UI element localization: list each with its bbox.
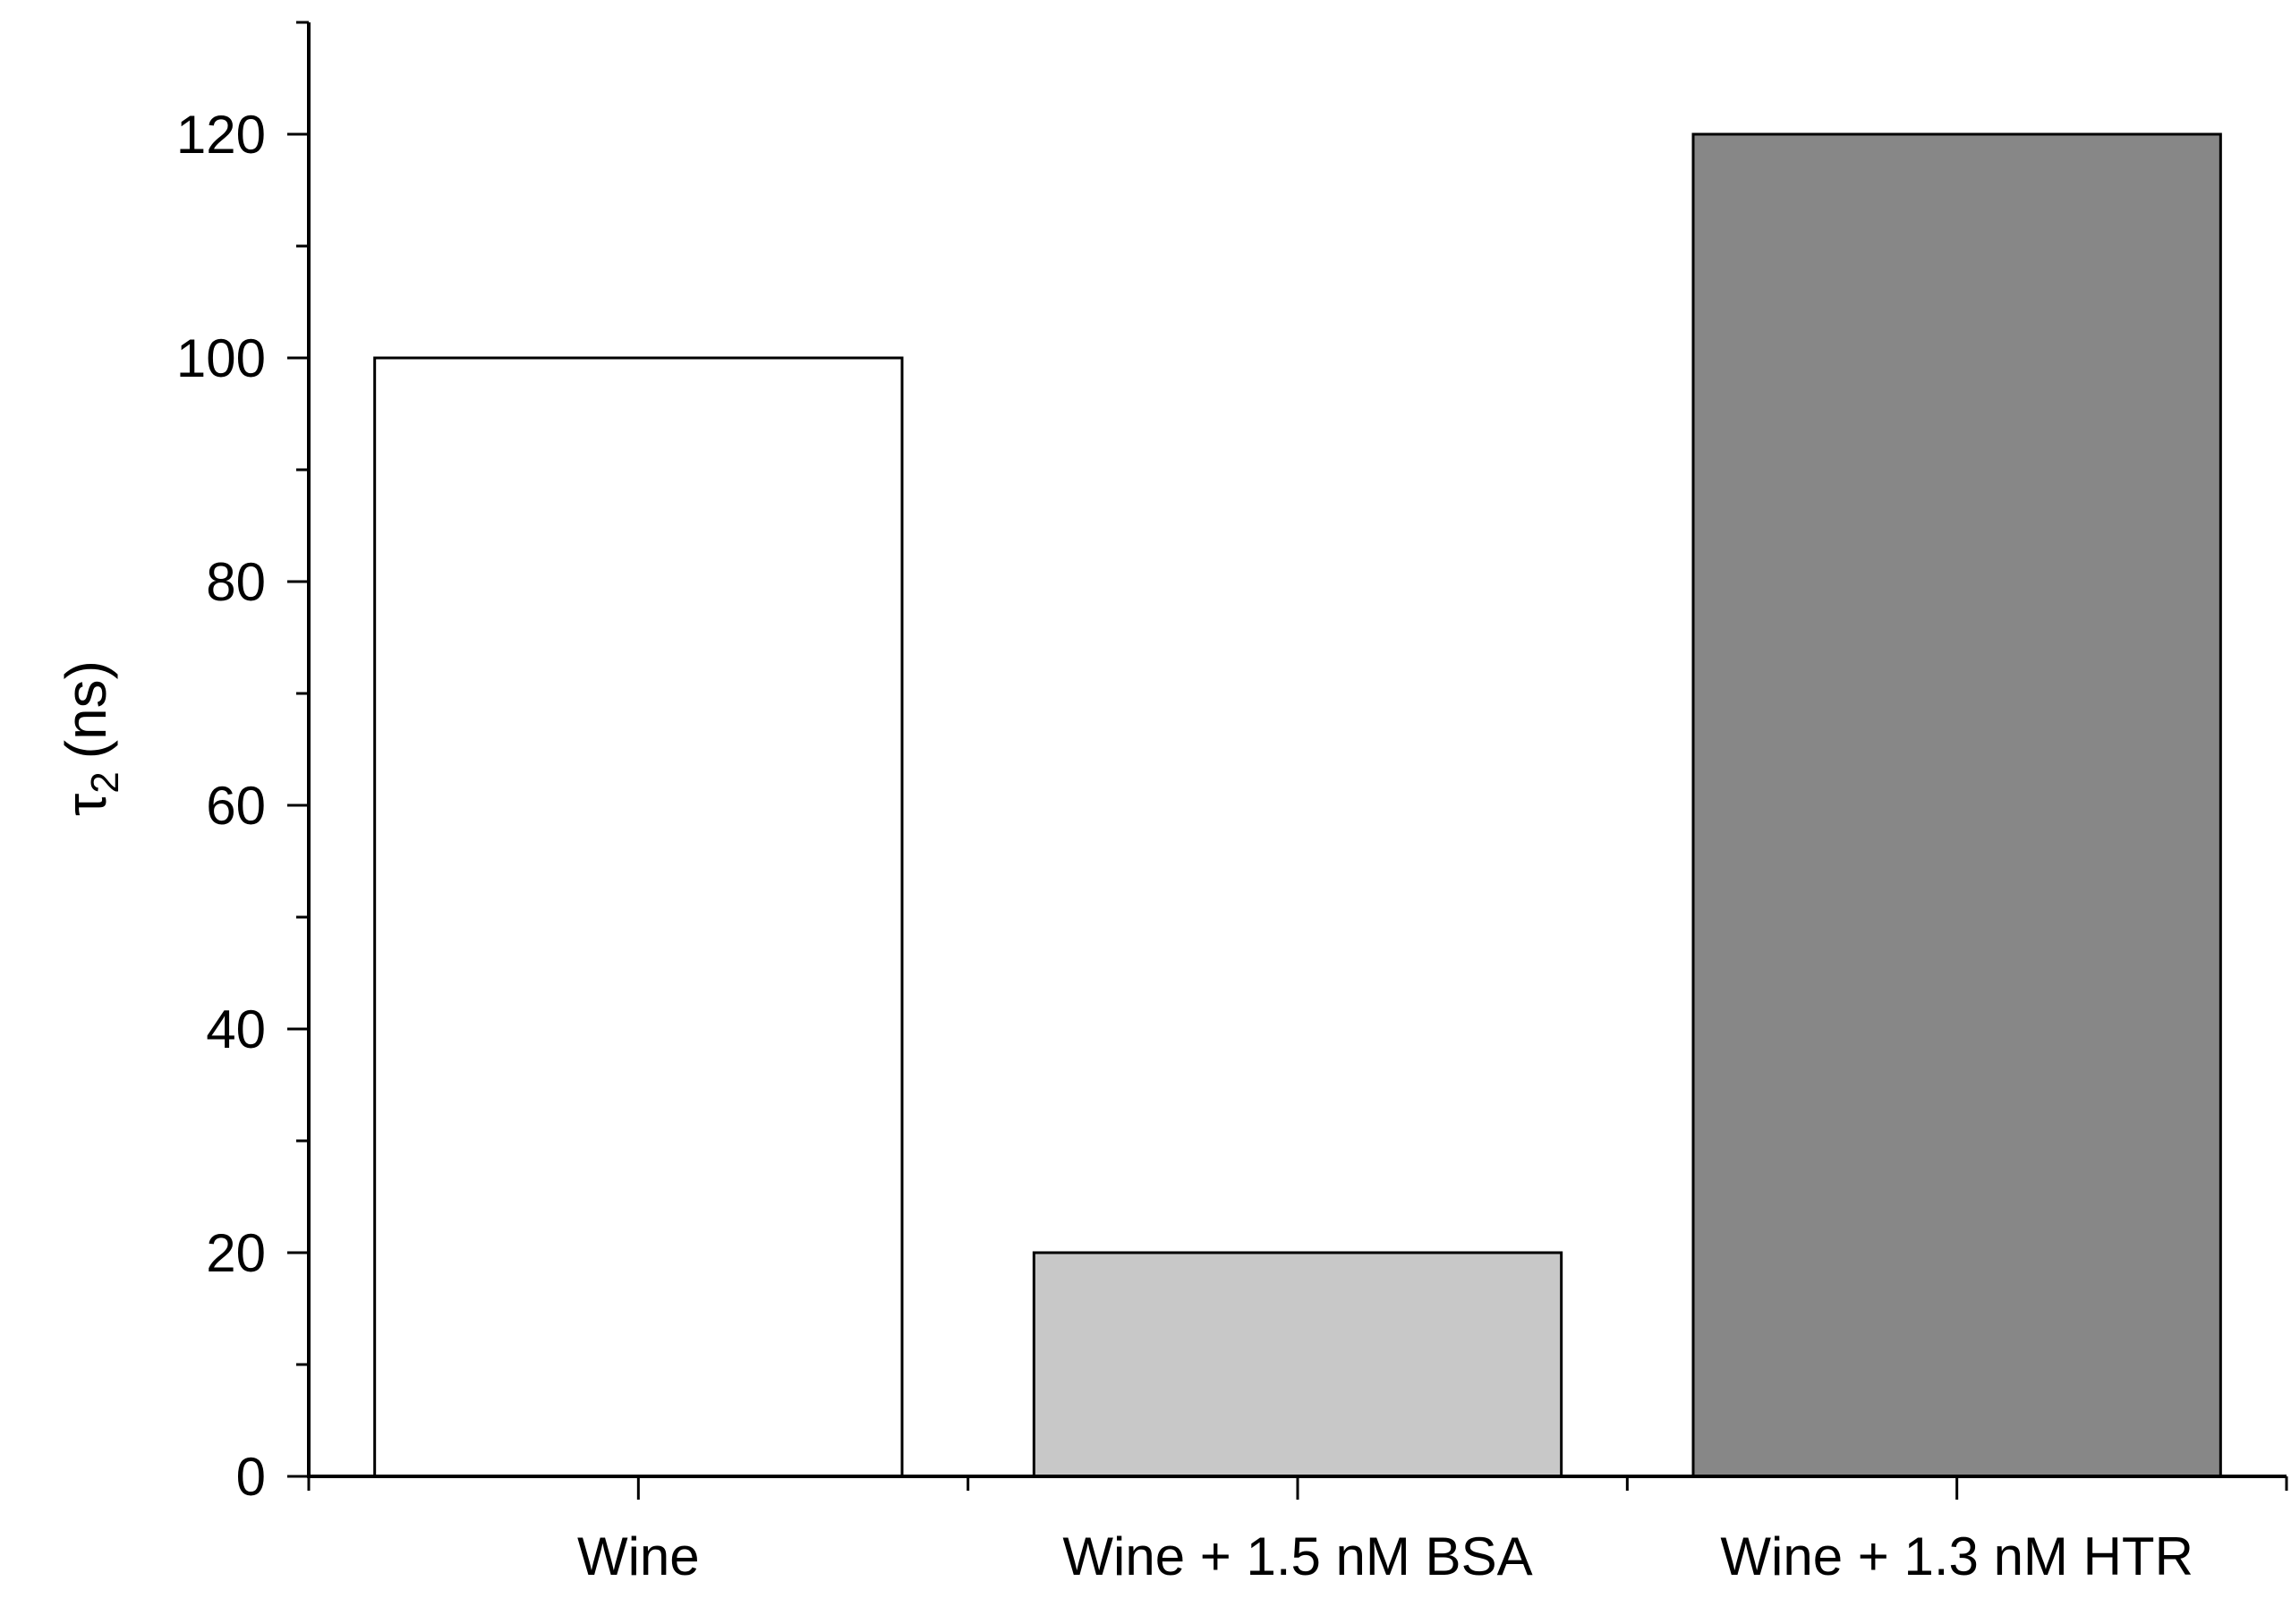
x-tick-label: Wine + 1.5 nM BSA	[1062, 1526, 1532, 1586]
y-tick-label: 100	[176, 328, 266, 388]
y-axis-title: τ2 (ns)	[54, 660, 127, 816]
x-tick-label: Wine	[577, 1526, 700, 1586]
x-axis-ticks: Wine Wine + 1.5 nM BSA Wine + 1.3 nM HTR	[307, 1476, 2288, 1586]
y-tick-label: 60	[206, 776, 266, 836]
y-tick-label: 80	[206, 552, 266, 612]
bar-1	[373, 356, 904, 1478]
bar-2	[1032, 1251, 1563, 1478]
y-tick-label: 0	[236, 1447, 266, 1507]
y-axis-title-subscript: 2	[83, 771, 127, 793]
x-tick-label: Wine + 1.3 nM HTR	[1720, 1526, 2193, 1586]
y-axis-ticks: 0 20 40 60 80 100 120	[176, 21, 309, 1507]
y-axis-title-symbol: τ	[54, 794, 118, 816]
y-tick-label: 120	[176, 105, 266, 165]
y-axis-title-unit: (ns)	[54, 660, 118, 759]
bars-layer	[373, 132, 2222, 1478]
bar-3	[1691, 132, 2222, 1478]
y-tick-label: 40	[206, 999, 266, 1059]
y-tick-label: 20	[206, 1223, 266, 1283]
